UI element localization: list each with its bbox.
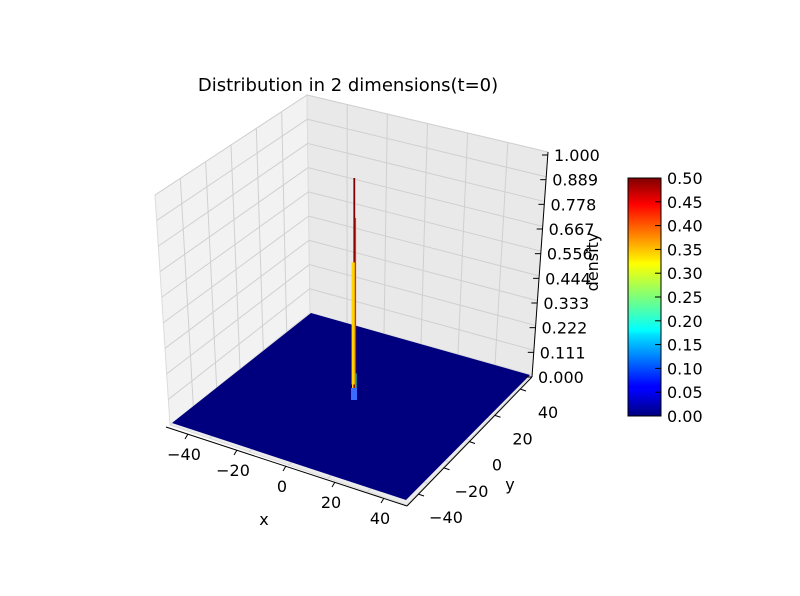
- left-pane-gridline: [154, 94, 308, 196]
- y-tick-mark: [468, 441, 476, 444]
- x-tick-label: −20: [216, 461, 250, 480]
- x-axis-ticks: −40 −20 0 20 40: [167, 433, 390, 528]
- left-pane-gridline: [158, 143, 308, 247]
- y-tick-label: −20: [455, 482, 489, 501]
- back-pane-gridline: [308, 191, 542, 252]
- z-tick-label: 0.556: [547, 245, 593, 264]
- left-pane-gridline: [168, 288, 310, 400]
- x-tick-mark: [184, 433, 189, 440]
- peak-strand: [355, 373, 357, 400]
- x-axis-label: x: [259, 510, 268, 529]
- y-tick-mark: [519, 388, 527, 392]
- surface-peak: [351, 178, 357, 400]
- y-axis-ticks: −40 −200 20 40: [417, 388, 558, 527]
- z-axis-label: density: [583, 233, 602, 292]
- y-tick-mark: [494, 414, 501, 418]
- surface: [172, 178, 530, 500]
- colorbar-tick-label: 0.40: [667, 217, 703, 236]
- left-pane-gridline: [156, 118, 308, 221]
- x-tick-label: 0: [277, 477, 287, 496]
- back-pane-gridline: [307, 118, 547, 178]
- colorbar-tick-label: 0.15: [667, 336, 703, 355]
- y-tick-mark: [417, 493, 425, 497]
- back-pane-gridline: [306, 94, 549, 153]
- y-tick-label: 20: [512, 429, 532, 448]
- back-pane-gridline: [309, 288, 534, 351]
- left-pane-gridline: [255, 128, 264, 351]
- left-pane-gridline: [159, 167, 309, 273]
- z-axis-line: [531, 151, 549, 378]
- x-tick-mark: [331, 481, 336, 488]
- x-tick-mark: [282, 465, 287, 472]
- z-tick-label: 0.778: [550, 195, 596, 214]
- y-axis-label: y: [505, 475, 514, 494]
- back-pane-gridline: [307, 167, 543, 227]
- back-pane-gridline: [383, 113, 388, 334]
- z-tick-label: 0.000: [538, 368, 584, 387]
- left-pane-gridline: [163, 215, 309, 324]
- z-tick-label: 0.222: [542, 319, 588, 338]
- chart-title: Distribution in 2 dimensions(t=0): [198, 75, 498, 96]
- y-tick-label: 40: [538, 403, 558, 422]
- colorbar-tick-label: 0.05: [667, 383, 703, 402]
- z-tick-label: 0.667: [549, 220, 595, 239]
- x-tick-mark: [233, 449, 238, 456]
- back-pane-gridline: [307, 142, 545, 203]
- left-pane-gridline: [205, 161, 218, 388]
- z-tick-label: 1.000: [554, 146, 600, 165]
- x-tick-label: 20: [321, 493, 341, 512]
- colorbar-tick-label: 0.45: [667, 193, 703, 212]
- peak-strand: [351, 262, 355, 385]
- colorbar-tick-label: 0.20: [667, 312, 703, 331]
- colorbar-ticks: 0.00 0.05 0.10 0.15 0.20 0.25 0.30 0.35 0.40 0.45…: [655, 169, 703, 426]
- x-tick-label: 40: [370, 509, 390, 528]
- z-tick-label: 0.333: [543, 294, 589, 313]
- left-pane-gridline: [179, 178, 194, 407]
- back-pane-gridline: [457, 132, 469, 355]
- back-pane-gridline: [494, 142, 509, 365]
- x-axis-line: [165, 426, 408, 507]
- x-tick-label: −40: [167, 445, 201, 464]
- colorbar-tick-label: 0.50: [667, 169, 703, 188]
- peak-base: [351, 388, 357, 400]
- back-pane-gridline: [308, 215, 540, 277]
- colorbar-tick-label: 0.35: [667, 240, 703, 259]
- left-pane-gridline: [164, 239, 310, 349]
- x-tick-mark: [380, 497, 385, 504]
- left-pane-gridline: [281, 111, 288, 332]
- y-tick-label: −40: [429, 508, 463, 527]
- back-pane-gridline: [309, 264, 536, 326]
- z-tick-label: 0.111: [540, 343, 586, 362]
- colorbar-tick-label: 0.00: [667, 407, 703, 426]
- colorbar-tick-label: 0.30: [667, 264, 703, 283]
- surface-floor: [172, 313, 530, 500]
- z-axis-ticks: 0.000 0.111 0.222 0.333 0.444 0.556 0.667 0.778…: [526, 146, 600, 387]
- colorbar: 0.00 0.05 0.10 0.15 0.20 0.25 0.30 0.35 0.40 0.45…: [627, 169, 703, 426]
- left-pane-gridline: [166, 264, 310, 375]
- back-pane-gridline: [308, 239, 538, 302]
- y-tick-mark: [443, 467, 450, 471]
- left-pane-gridline: [230, 144, 241, 370]
- left-pane-gridline: [161, 191, 309, 298]
- colorbar-tick-label: 0.10: [667, 359, 703, 378]
- y-tick-label: 0: [492, 456, 502, 475]
- back-pane-gridline: [420, 123, 428, 345]
- z-tick-label: 0.444: [545, 269, 591, 288]
- colorbar-tick-label: 0.25: [667, 288, 703, 307]
- z-tick-label: 0.889: [552, 171, 598, 190]
- peak-strand: [354, 217, 357, 400]
